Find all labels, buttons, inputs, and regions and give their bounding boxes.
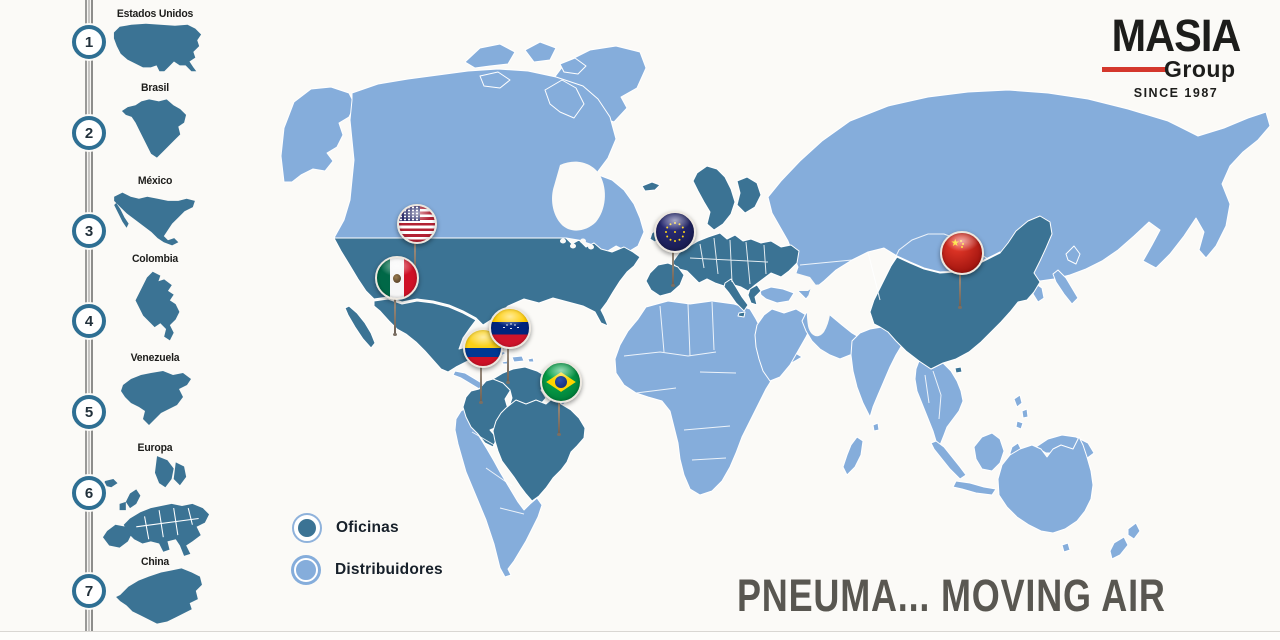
pin-stem	[556, 397, 561, 436]
brazil-flag-icon	[540, 361, 582, 403]
usa-silhouette	[112, 22, 204, 74]
madagascar	[842, 436, 864, 476]
caspian-sea	[806, 284, 831, 337]
venezuela-flag-icon	[489, 307, 531, 349]
philippines	[1013, 394, 1029, 430]
sidebar-label-mexico: México	[137, 175, 173, 187]
alaska	[280, 86, 356, 183]
legend-label: Oficinas	[336, 519, 399, 536]
logo-sub: Group	[1164, 56, 1236, 82]
bottom-strip	[0, 632, 1280, 640]
step-badge-1: 1	[72, 25, 106, 59]
legend-label: Distribuidores	[335, 561, 443, 578]
step-badge-6: 6	[72, 476, 106, 510]
office-swatch-icon	[292, 513, 322, 543]
sidebar-label-colombia: Colombia	[131, 253, 179, 265]
venezuela-silhouette	[115, 366, 193, 430]
iberia-region	[645, 262, 685, 297]
arctic-islands	[464, 41, 587, 119]
black-sea	[776, 273, 816, 291]
sidebar-label-brasil: Brasil	[141, 82, 169, 94]
mexico-silhouette	[110, 190, 198, 248]
step-badge-2: 2	[72, 116, 106, 150]
logo-group-row: Group	[1098, 56, 1254, 82]
logo-red-bar	[1102, 67, 1168, 72]
new-zealand	[1109, 522, 1141, 560]
colombia-silhouette	[126, 266, 188, 350]
pin-usa-flag	[397, 204, 437, 284]
pin-mexico-flag	[375, 256, 419, 336]
africa	[614, 300, 803, 496]
sidebar-label-europa: Europa	[137, 442, 173, 454]
arabia	[754, 308, 813, 382]
pin-stem	[478, 362, 483, 404]
south-america-light	[454, 406, 543, 578]
step-badge-4: 4	[72, 304, 106, 338]
pin-stem	[957, 269, 962, 309]
usa-flag-icon	[397, 204, 437, 244]
tagline: PNEUMA... MOVING AIR	[737, 570, 1166, 621]
italy-region	[723, 278, 749, 318]
sidebar-label-venezuela: Venezuela	[130, 352, 180, 364]
step-badge-7: 7	[72, 574, 106, 608]
step-badge-3: 3	[72, 214, 106, 248]
scandinavia-region	[692, 165, 762, 231]
china-flag-icon: ★	[940, 231, 984, 275]
russia-central-asia	[767, 89, 1271, 300]
japan	[1052, 245, 1081, 305]
aral-sea	[844, 274, 858, 283]
europa-silhouette	[98, 454, 214, 558]
india	[850, 326, 903, 432]
pin-brazil-flag	[540, 361, 582, 436]
europe-mainland-region	[671, 232, 800, 292]
pin-stem	[670, 247, 675, 287]
pin-europe-flag	[654, 211, 696, 287]
border-lines	[471, 233, 989, 515]
sidebar-label-china: China	[140, 556, 170, 568]
distributor-swatch-icon	[291, 555, 321, 585]
greece-region	[747, 284, 762, 306]
iceland-region	[641, 181, 661, 192]
pin-venezuela-flag	[489, 307, 531, 384]
europe-flag-icon	[654, 211, 696, 253]
legend-item-offices: Oficinas	[292, 513, 399, 543]
colombia-flag-icon	[463, 328, 503, 368]
logo-name: MASIA	[1111, 10, 1242, 61]
step-badge-5: 5	[72, 395, 106, 429]
pin-stem	[505, 343, 510, 384]
brazil-silhouette	[120, 96, 188, 162]
indonesia	[930, 432, 1023, 496]
pin-stem	[392, 294, 397, 336]
pin-colombia-flag	[463, 328, 503, 404]
southeast-asia	[914, 360, 964, 446]
turkey	[759, 286, 795, 304]
australia	[997, 436, 1094, 553]
china-silhouette	[112, 566, 204, 626]
masia-group-logo: MASIA Group SINCE 1987	[1098, 10, 1254, 100]
sidebar-label-estados-unidos: Estados Unidos	[116, 8, 194, 20]
pin-china-flag: ★	[940, 231, 984, 309]
legend-item-distributors: Distribuidores	[291, 555, 443, 585]
great-lakes	[560, 238, 594, 250]
hudson-bay	[552, 161, 605, 231]
mexico-flag-icon	[375, 256, 419, 300]
bottom-divider	[0, 631, 1280, 632]
logo-since: SINCE 1987	[1133, 86, 1219, 100]
